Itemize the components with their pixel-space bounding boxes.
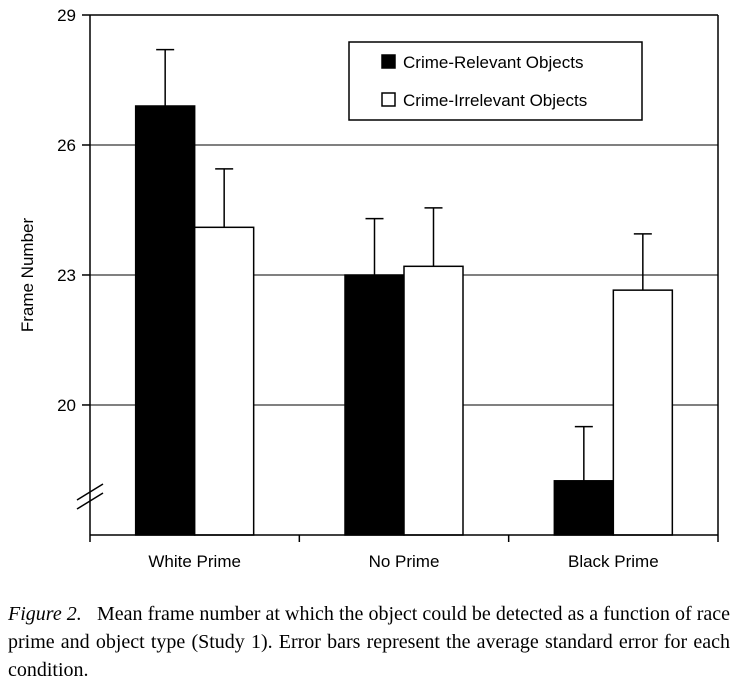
y-tick-label: 23	[57, 266, 76, 285]
error-bar	[424, 207, 443, 267]
category-label: Black Prime	[568, 552, 659, 571]
axis-break-mark	[76, 483, 104, 510]
y-tick-label: 26	[57, 136, 76, 155]
y-tick-label: 29	[57, 6, 76, 25]
legend-swatch	[381, 54, 396, 69]
caption-text: Mean frame number at which the object co…	[8, 603, 731, 681]
bar-crime-relevant	[134, 105, 196, 536]
bar-crime-irrelevant	[403, 265, 464, 536]
error-bar	[215, 168, 234, 228]
legend-entry: Crime-Irrelevant Objects	[403, 91, 587, 110]
bar-crime-relevant	[553, 480, 615, 536]
legend-entry: Crime-Relevant Objects	[403, 53, 583, 72]
bar-crime-relevant	[344, 274, 405, 536]
legend: Crime-Relevant Objects Crime-Irrelevant O…	[348, 41, 643, 121]
y-tick-label: 20	[57, 396, 76, 415]
category-label: No Prime	[369, 552, 440, 571]
y-tick-labels: 20 23 26 29	[57, 6, 76, 415]
figure-label: Figure 2.	[8, 603, 82, 625]
figure: 20 23 26 29 White Prime No Prime Black Prime …	[18, 6, 719, 571]
legend-box	[348, 41, 643, 121]
axes	[76, 14, 719, 542]
category-labels: White Prime No Prime Black Prime	[148, 552, 658, 571]
bars	[134, 48, 674, 536]
error-bar	[365, 217, 384, 275]
error-bar	[633, 233, 652, 291]
error-bar	[574, 425, 593, 481]
figure-caption: Figure 2. Mean frame number at which the…	[8, 600, 730, 684]
error-bar	[156, 48, 175, 106]
bar-crime-irrelevant	[612, 289, 674, 536]
legend-swatch	[381, 92, 396, 107]
bar-crime-irrelevant	[193, 226, 255, 536]
category-label: White Prime	[148, 552, 241, 571]
y-axis-label: Frame Number	[18, 218, 37, 333]
